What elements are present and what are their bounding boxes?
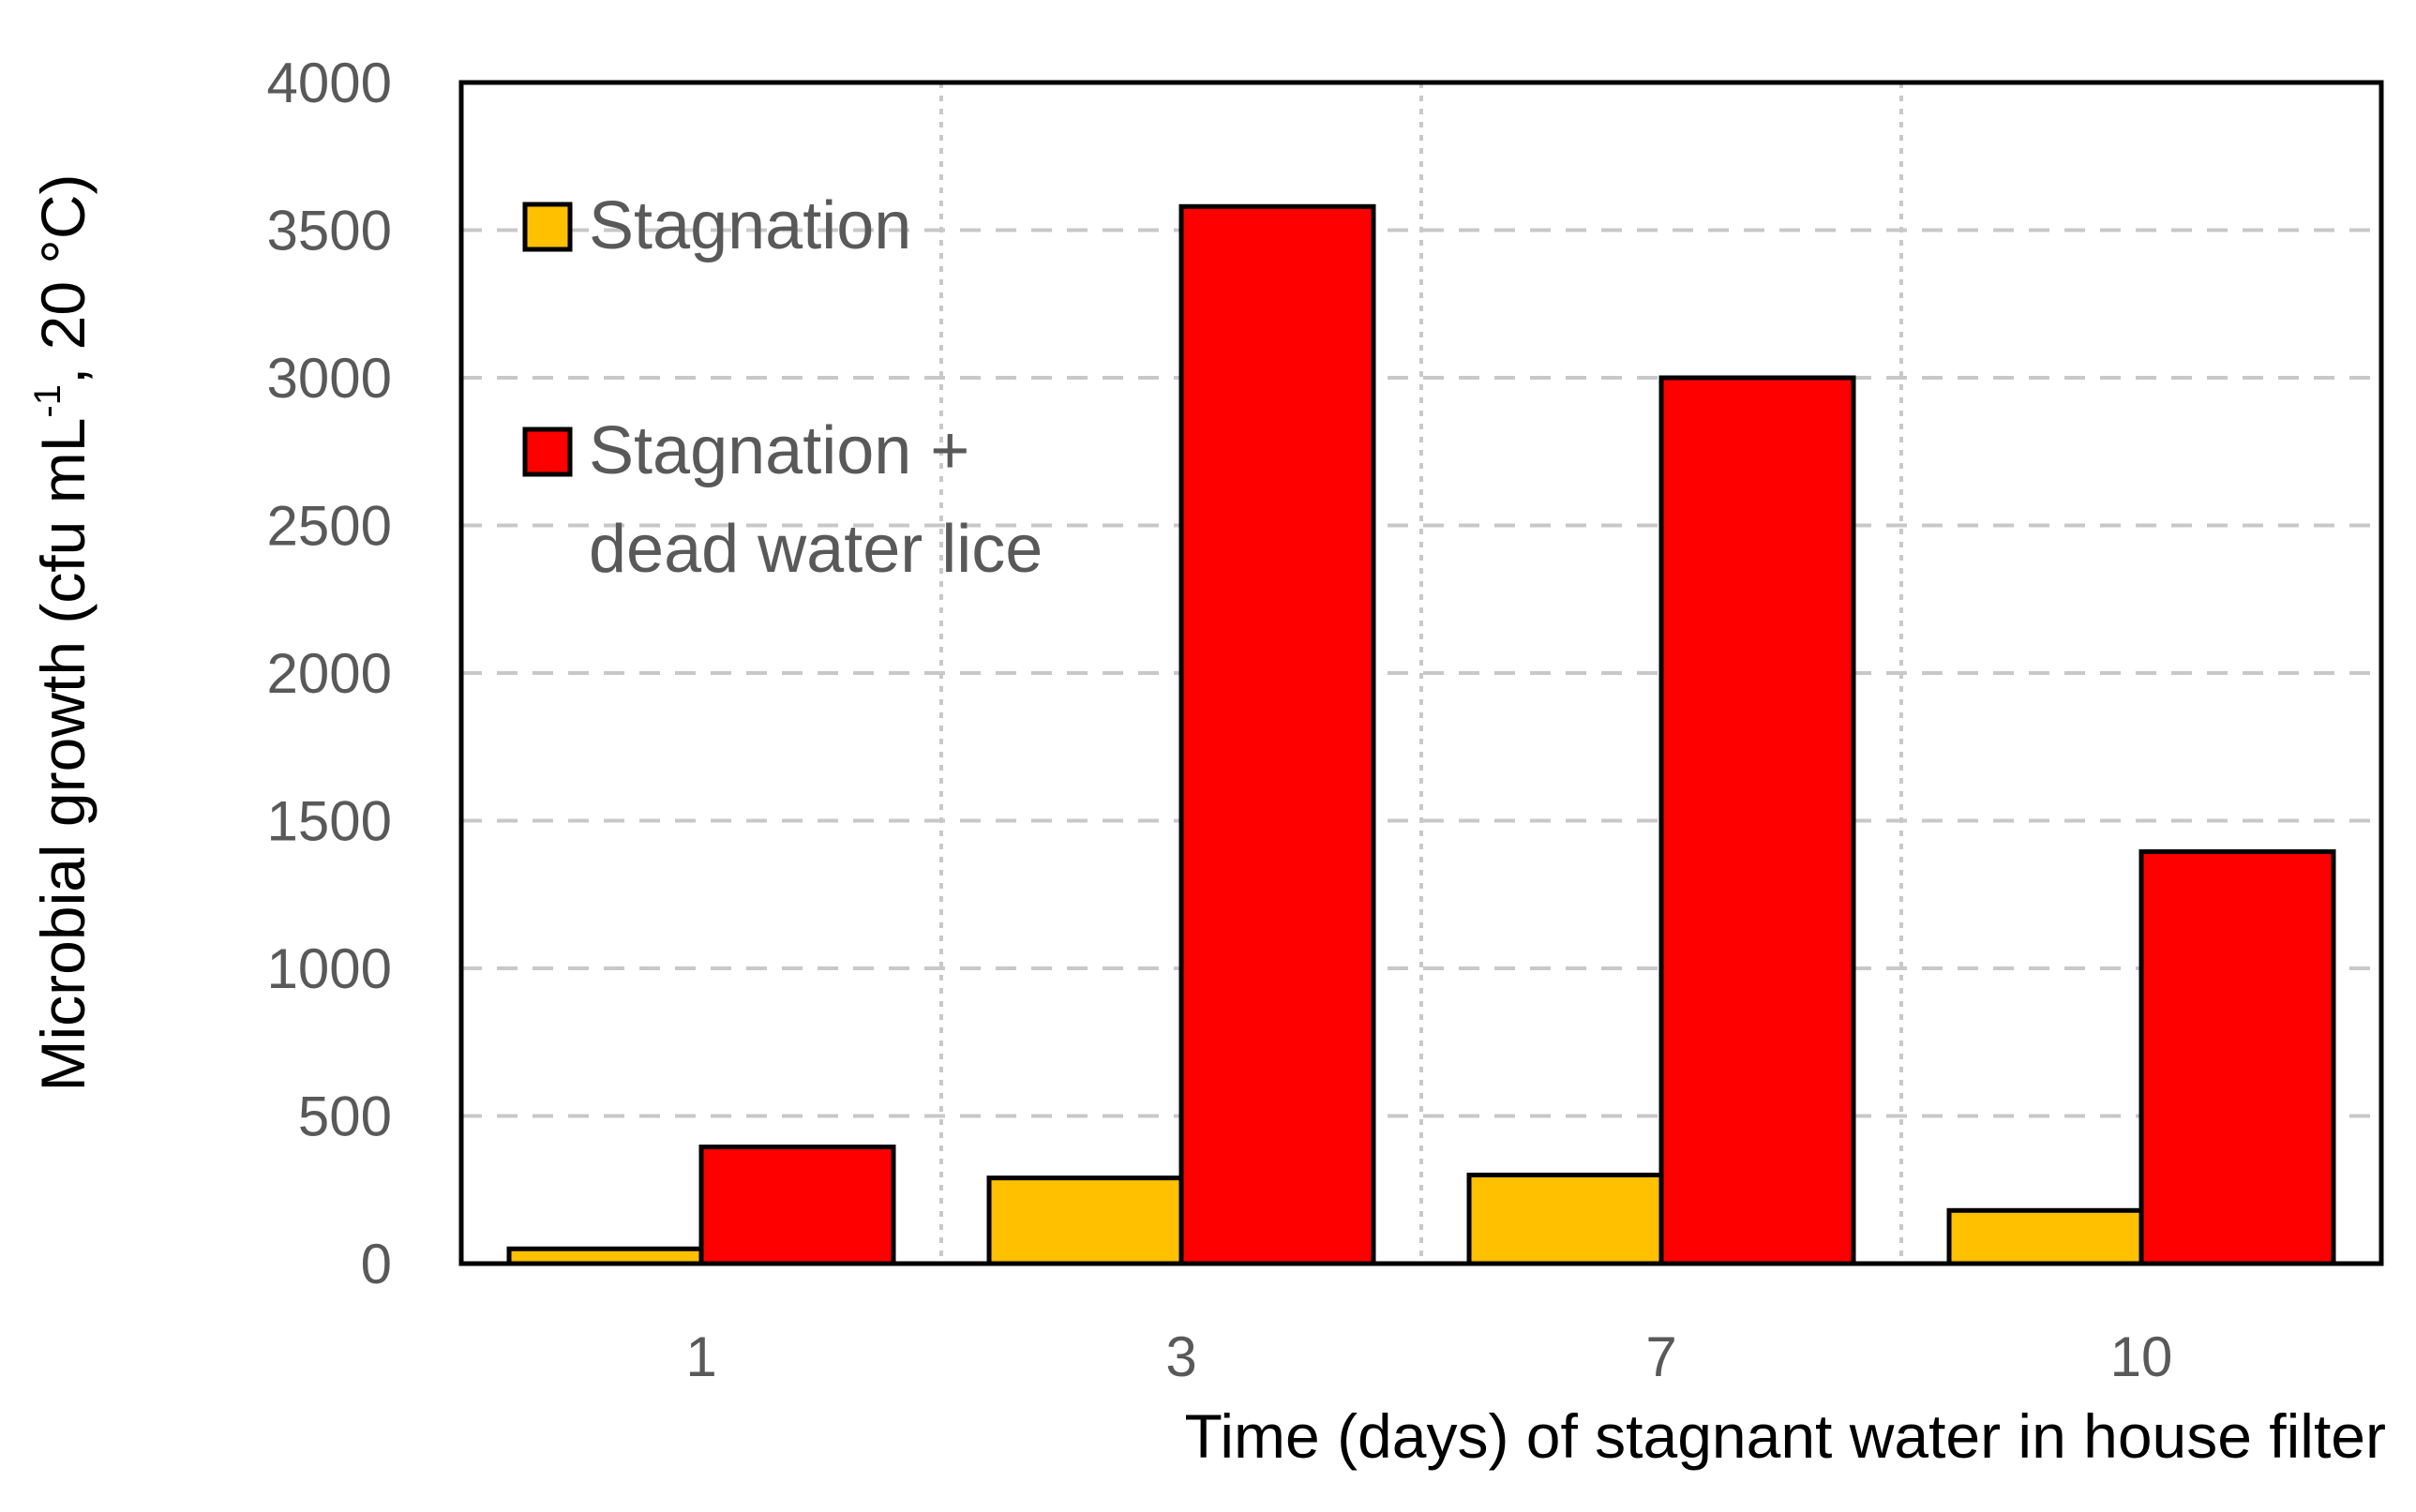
x-axis-title: Time (days) of stagnant water in house f…: [1185, 1401, 2386, 1471]
legend-swatch-stagnation: [522, 202, 573, 252]
y-tick-label: 0: [361, 1233, 392, 1295]
y-axis-title: Microbial growth (cfu mL-1, 20 °C): [27, 174, 98, 1092]
y-tick-label: 1500: [267, 790, 392, 853]
bars: [506, 203, 2336, 1266]
bar-stagnation-lice-day-3: [1178, 203, 1376, 1266]
bar-stagnation-lice-day-1: [698, 1145, 896, 1266]
y-tick-label: 2500: [267, 495, 392, 558]
y-axis-title-main: Microbial growth (cfu mL: [28, 418, 98, 1092]
legend-label-stagnation: Stagnation: [589, 188, 911, 263]
bar-stagnation-day-7: [1466, 1173, 1664, 1266]
plot-border: [458, 80, 2384, 1266]
grid: [461, 82, 2381, 1264]
y-axis-title-tail: , 20 °C): [28, 174, 98, 384]
y-axis-ticks: 0 500 1000 1500 2000 2500 3000 3500 4000: [267, 52, 392, 1295]
legend: Stagnation Stagnation + dead water lice: [522, 188, 1043, 587]
bar-stagnation-day-3: [986, 1175, 1184, 1266]
x-tick-label: 7: [1645, 1325, 1676, 1388]
y-tick-label: 500: [298, 1085, 392, 1148]
y-tick-label: 1000: [267, 937, 392, 1000]
x-axis-ticks: 1 3 7 10: [685, 1325, 2172, 1388]
y-tick-label: 2000: [267, 642, 392, 705]
legend-label-stagnation-lice-line1: Stagnation +: [589, 413, 969, 488]
bar-stagnation-day-10: [1946, 1207, 2144, 1266]
y-tick-label: 3500: [267, 200, 392, 262]
y-tick-label: 4000: [267, 52, 392, 114]
x-tick-label: 3: [1165, 1325, 1196, 1388]
y-axis-title-sup: -1: [27, 384, 68, 418]
x-tick-label: 1: [685, 1325, 716, 1388]
bar-stagnation-lice-day-10: [2138, 849, 2336, 1266]
legend-label-stagnation-lice-line2: dead water lice: [589, 512, 1043, 587]
y-tick-label: 3000: [267, 347, 392, 410]
plot-frame: [458, 80, 2384, 1266]
legend-swatch-stagnation-lice: [522, 427, 573, 477]
bar-stagnation-lice-day-7: [1658, 375, 1856, 1266]
x-tick-label: 10: [2110, 1325, 2173, 1388]
